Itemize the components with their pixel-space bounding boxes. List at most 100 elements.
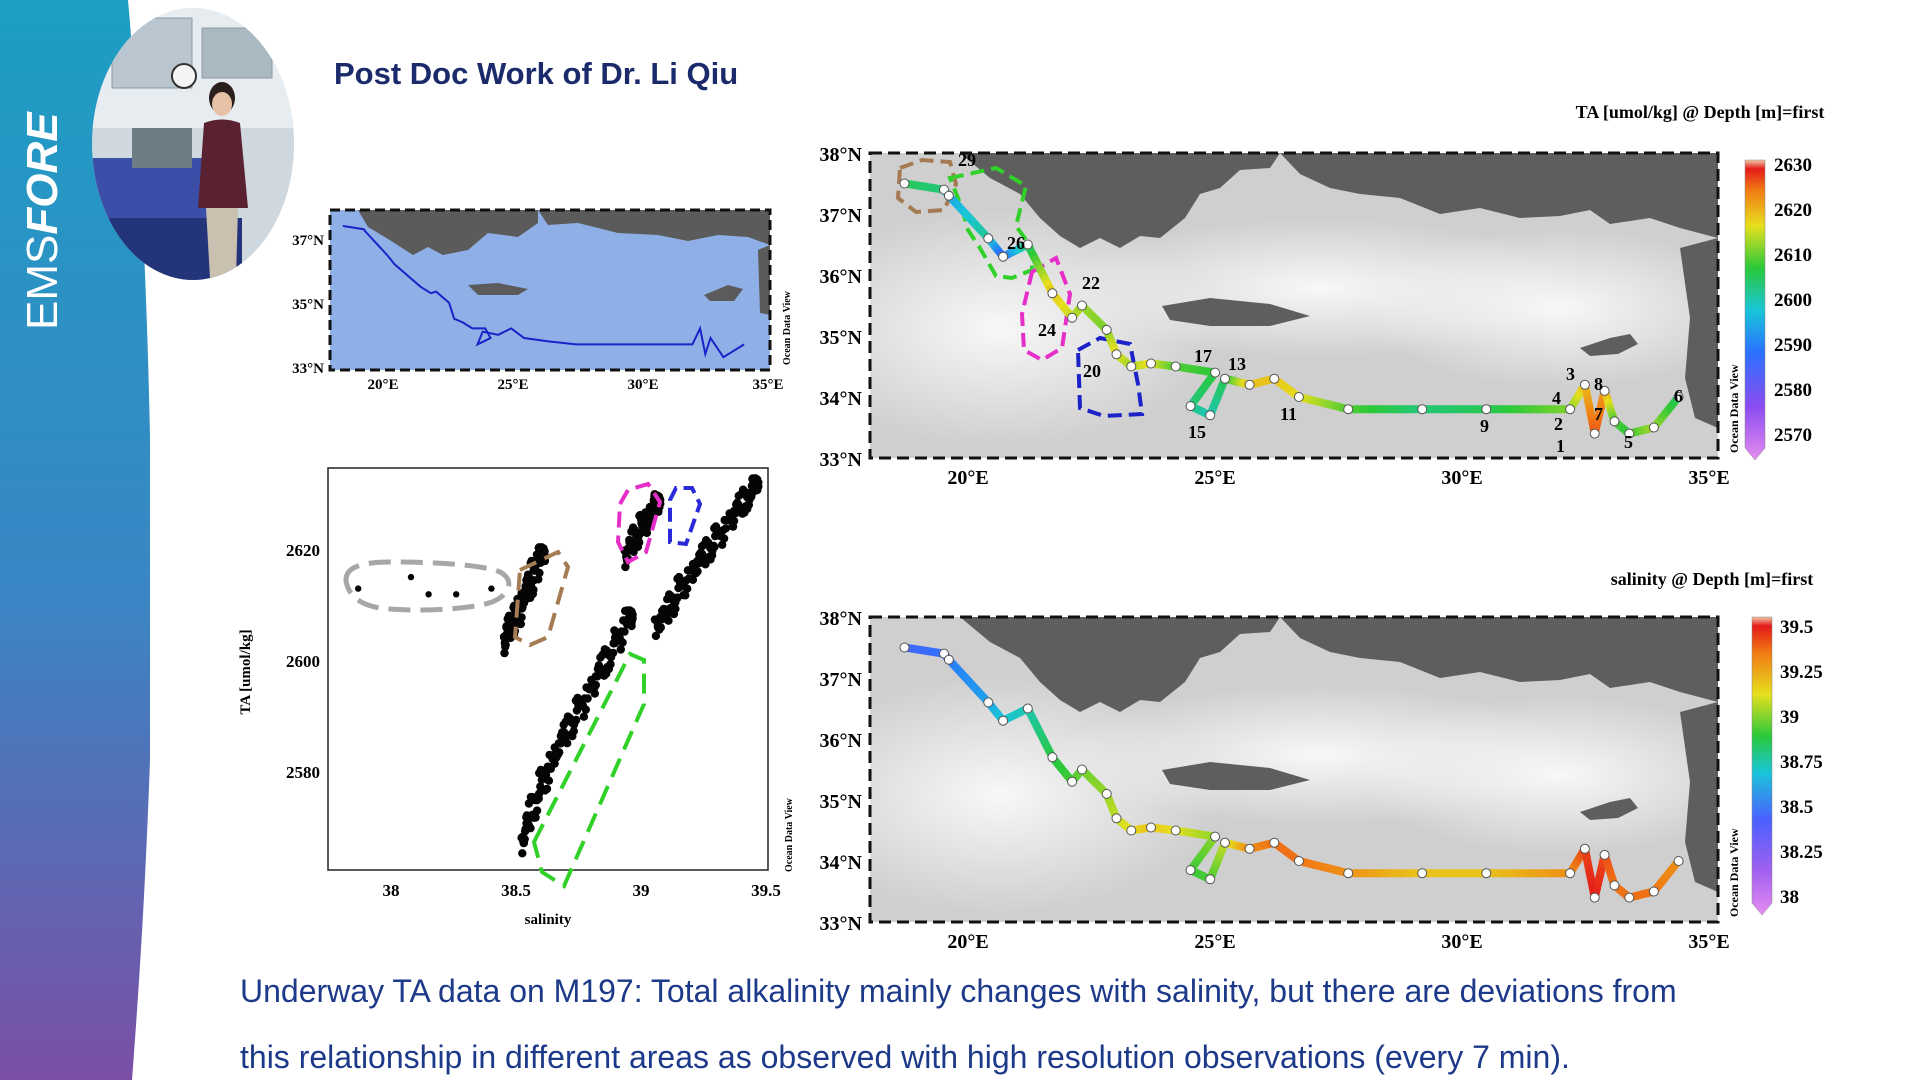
scatter-x-tick: 38.5 [501,881,531,900]
station-marker [1418,405,1427,414]
overview-x-tick: 25°E [497,377,528,393]
ta-y-tick: 38°N [820,144,863,166]
scatter-point [531,813,539,821]
station-marker [1580,380,1589,389]
station-marker [1112,814,1121,823]
station-marker [1221,838,1230,847]
station-marker [900,179,909,188]
scatter-point [623,607,631,615]
scatter-point [543,785,551,793]
station-marker [1048,289,1057,298]
caption-line-1: Underway TA data on M197: Total alkalini… [240,958,1800,1024]
station-marker [1294,857,1303,866]
salinity-y-tick: 38°N [820,608,863,630]
ta-x-tick: 25°E [1194,467,1235,489]
station-marker [1566,405,1575,414]
station-label: 15 [1188,422,1206,442]
station-marker [1344,405,1353,414]
salinity-colorbar-tick: 38.25 [1780,842,1823,863]
scatter-y-tick: 2580 [286,763,320,782]
salinity-map-watermark: Ocean Data View [1727,828,1741,917]
station-marker [1127,362,1136,371]
scatter-point [710,543,718,551]
ta-map-x-ticks: 20°E 25°E 30°E 35°E [947,467,1729,489]
station-marker [1418,869,1427,878]
station-marker [1294,393,1303,402]
station-label: 11 [1280,404,1297,424]
scatter-plot-area [328,468,768,870]
ta-colorbar-tick: 2610 [1774,245,1812,266]
station-marker [1048,753,1057,762]
station-marker [999,252,1008,261]
station-marker [1078,301,1087,310]
station-marker [1270,838,1279,847]
scatter-point [693,567,701,575]
scatter-y-tick: 2620 [286,541,320,560]
station-marker [1068,777,1077,786]
station-label: 7 [1594,404,1603,424]
salinity-colorbar [1752,617,1772,915]
salinity-x-tick: 35°E [1688,931,1729,953]
station-marker [1068,313,1077,322]
scatter-point [518,849,526,857]
overview-x-tick: 20°E [367,377,398,393]
scatter-point [526,824,534,832]
station-marker [1344,869,1353,878]
station-marker [944,191,953,200]
overview-x-ticks: 20°E 25°E 30°E 35°E [367,377,783,393]
station-marker [1270,374,1279,383]
overview-y-tick: 37°N [292,233,324,249]
ta-y-tick: 35°N [820,327,863,349]
station-label: 1 [1556,436,1565,456]
salinity-y-tick: 34°N [820,852,863,874]
scatter-watermark: Ocean Data View [784,797,795,872]
ta-y-tick: 33°N [820,449,863,471]
station-marker [1211,832,1220,841]
station-label: 17 [1194,346,1212,366]
scatter-point [748,475,756,483]
station-label: 26 [1007,233,1025,253]
station-label: 2 [1554,414,1563,434]
scatter-point [657,623,665,631]
scatter-point [617,645,625,653]
ta-colorbar-ticks: 2630 2620 2610 2600 2590 2580 2570 [1774,155,1812,446]
scatter-point [408,574,414,580]
salinity-map-x-ticks: 20°E 25°E 30°E 35°E [947,931,1729,953]
salinity-colorbar-ticks: 39.5 39.25 39 38.75 38.5 38.25 38 [1780,617,1823,908]
overview-watermark: Ocean Data View [782,290,793,365]
station-marker [999,716,1008,725]
overview-y-ticks: 37°N 35°N 33°N [292,233,324,377]
scatter-point [533,806,541,814]
scatter-point [488,585,494,591]
station-marker [1649,423,1658,432]
scatter-point [609,649,617,657]
station-label: 20 [1083,361,1101,381]
scatter-point [580,694,588,702]
station-marker [1102,789,1111,798]
station-marker [984,698,993,707]
caption-line-2: this relationship in different areas as … [240,1024,1800,1090]
overview-x-tick: 30°E [627,377,658,393]
station-marker [1482,405,1491,414]
scatter-point [563,739,571,747]
station-marker [1211,368,1220,377]
ta-colorbar-tick: 2590 [1774,335,1812,356]
station-marker [1171,362,1180,371]
station-label: 24 [1038,320,1056,340]
salinity-y-tick: 33°N [820,913,863,935]
station-marker [1245,844,1254,853]
scatter-point [595,661,603,669]
scatter-point [542,770,550,778]
station-label: 6 [1674,386,1683,406]
salinity-map: salinity @ Depth [m]=first 20°E 25°E 30°… [800,565,1910,955]
station-marker [1482,869,1491,878]
scatter-point [535,544,543,552]
station-marker [1649,887,1658,896]
station-marker [1221,374,1230,383]
ta-x-tick: 35°E [1688,467,1729,489]
station-label: 22 [1082,273,1100,293]
salinity-colorbar-tick: 38.5 [1780,797,1813,818]
slide-caption: Underway TA data on M197: Total alkalini… [240,958,1800,1090]
station-marker [1171,826,1180,835]
scatter-point [355,585,361,591]
